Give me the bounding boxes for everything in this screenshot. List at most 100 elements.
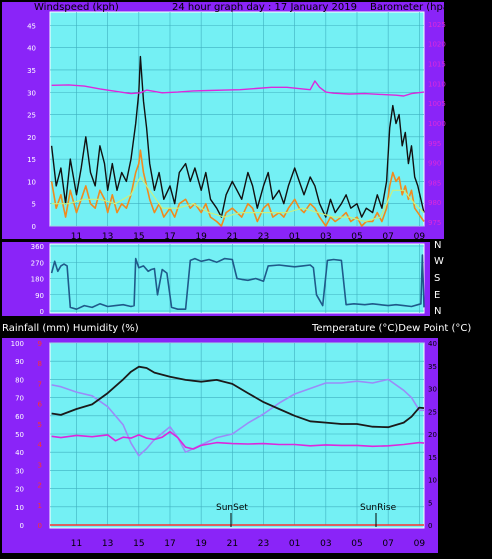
temperature-line [51, 365, 425, 429]
wind-direction-line [50, 254, 425, 310]
barometer-y-tick-label: 975 [428, 219, 441, 227]
x-tick-label: 23 [258, 232, 269, 242]
barometer-y-tick-label: 985 [428, 179, 441, 187]
temperature-y-tick-label: 30 [428, 386, 437, 394]
barometer-y-tick-label: 1020 [428, 41, 446, 49]
wind-y-tick-label: 30 [27, 89, 36, 97]
wind-y-tick-label: 40 [27, 45, 36, 53]
humidity-line [51, 378, 424, 457]
barometer-y-tick-label: 980 [428, 199, 441, 207]
temp-plot-area [49, 342, 425, 529]
temperature-y-tick-label: 35 [428, 363, 437, 371]
wind-y-tick-label: 20 [27, 134, 36, 142]
compass-n-top: N [434, 240, 441, 251]
x-tick-label: 07 [382, 539, 393, 549]
compass-n-bottom: N [434, 306, 441, 317]
wind-y-tick-label: 45 [27, 22, 36, 30]
direction-y-tick-label: 90 [35, 292, 44, 300]
barometer-y-tick-label: 1005 [428, 100, 446, 108]
x-tick-label: 05 [351, 539, 362, 549]
x-tick-label: 05 [351, 232, 362, 242]
compass-e: E [434, 290, 440, 301]
rain-y-tick-label: 5 [38, 421, 42, 429]
temperature-y-tick-label: 40 [428, 340, 437, 348]
x-tick-label: 15 [133, 232, 144, 242]
direction-y-tick-label: 180 [31, 276, 44, 284]
x-tick-label: 11 [71, 232, 82, 242]
humidity-y-tick-label: 100 [11, 340, 24, 348]
x-tick-label: 03 [320, 232, 331, 242]
rain-y-tick-label: 4 [38, 441, 43, 449]
humidity-y-tick-label: 20 [15, 486, 24, 494]
wind-plot-area [49, 11, 425, 227]
rain-y-tick-label: 8 [38, 360, 42, 368]
barometer-y-tick-label: 995 [428, 140, 441, 148]
humidity-y-tick-label: 50 [15, 431, 24, 439]
temperature-y-tick-label: 10 [428, 477, 437, 485]
barometer-y-tick-label: 1010 [428, 80, 446, 88]
humidity-y-tick-label: 40 [15, 449, 24, 457]
dewpoint-line [51, 430, 425, 450]
humidity-y-tick-label: 90 [15, 358, 24, 366]
x-tick-label: 17 [164, 539, 175, 549]
sunrise-marker: SunRise [360, 503, 397, 527]
rain-y-tick-label: 2 [38, 482, 42, 490]
rain-y-tick-label: 1 [38, 502, 42, 510]
x-tick-label: 19 [195, 232, 207, 242]
compass-w: W [434, 256, 444, 267]
compass-labels: N W S E N [434, 240, 444, 317]
x-tick-label: 17 [164, 232, 175, 242]
barometer-axis-title: Barometer (hpa) [370, 2, 453, 13]
x-tick-label: 09 [414, 539, 426, 549]
wind-y-tick-label: 5 [32, 201, 36, 209]
direction-chart: 0 90 180 270 360 [31, 243, 425, 316]
x-tick-label: 13 [102, 232, 113, 242]
temperature-y-tick-label: 25 [428, 408, 437, 416]
wind-y-tick-label: 15 [27, 156, 36, 164]
rain-y-tick-label: 3 [38, 461, 42, 469]
temperature-y-tick-label: 20 [428, 431, 437, 439]
x-tick-label: 01 [289, 232, 300, 242]
temperature-y-tick-label: 5 [428, 499, 432, 507]
sunset-label: SunSet [216, 503, 248, 513]
x-tick-label: 01 [289, 539, 300, 549]
humidity-y-tick-label: 10 [15, 504, 24, 512]
wind-y-tick-label: 0 [32, 223, 36, 231]
temperature-y-tick-label: 15 [428, 454, 437, 462]
x-tick-label: 13 [102, 539, 113, 549]
rain-y-tick-label: 9 [38, 340, 42, 348]
humidity-y-tick-label: 60 [15, 413, 24, 421]
humidity-y-tick-label: 30 [15, 467, 24, 475]
x-tick-label: 19 [195, 539, 207, 549]
sunrise-label: SunRise [360, 503, 397, 513]
wind-average-line [51, 176, 425, 223]
barometer-y-tick-label: 1015 [428, 61, 446, 69]
x-tick-label: 23 [258, 539, 269, 549]
x-tick-label: 15 [133, 539, 144, 549]
humidity-y-tick-label: 70 [15, 395, 24, 403]
direction-y-tick-label: 270 [31, 259, 44, 267]
wind-y-tick-label: 10 [27, 178, 36, 186]
rain-y-tick-label: 0 [38, 522, 42, 530]
wind-gust-line [50, 55, 425, 218]
x-tick-label: 11 [71, 539, 82, 549]
graph-title: 24 hour graph day : 17 January 2019 [172, 2, 357, 13]
compass-s: S [434, 273, 440, 284]
direction-y-tick-label: 360 [31, 243, 44, 251]
temp-dewpoint-axis-title: Temperature (°C)Dew Point (°C) [311, 323, 471, 334]
x-tick-label: 07 [382, 232, 393, 242]
humidity-y-tick-label: 80 [15, 376, 24, 384]
wind-axis-title: Windspeed (kph) [34, 2, 119, 13]
barometer-y-tick-label: 1025 [428, 21, 446, 29]
rain-humidity-axis-title: Rainfall (mm) Humidity (%) [2, 323, 139, 334]
x-tick-label: 03 [320, 539, 331, 549]
humidity-y-tick-label: 0 [20, 522, 24, 530]
barometer-y-tick-label: 1000 [428, 120, 446, 128]
rain-y-tick-label: 7 [38, 380, 42, 388]
sunset-marker: SunSet [216, 503, 248, 527]
wind-y-tick-label: 35 [27, 67, 36, 75]
temp-chart: 0102030405060708090100012345678905101520… [11, 340, 437, 549]
barometer-y-tick-label: 990 [428, 160, 441, 168]
